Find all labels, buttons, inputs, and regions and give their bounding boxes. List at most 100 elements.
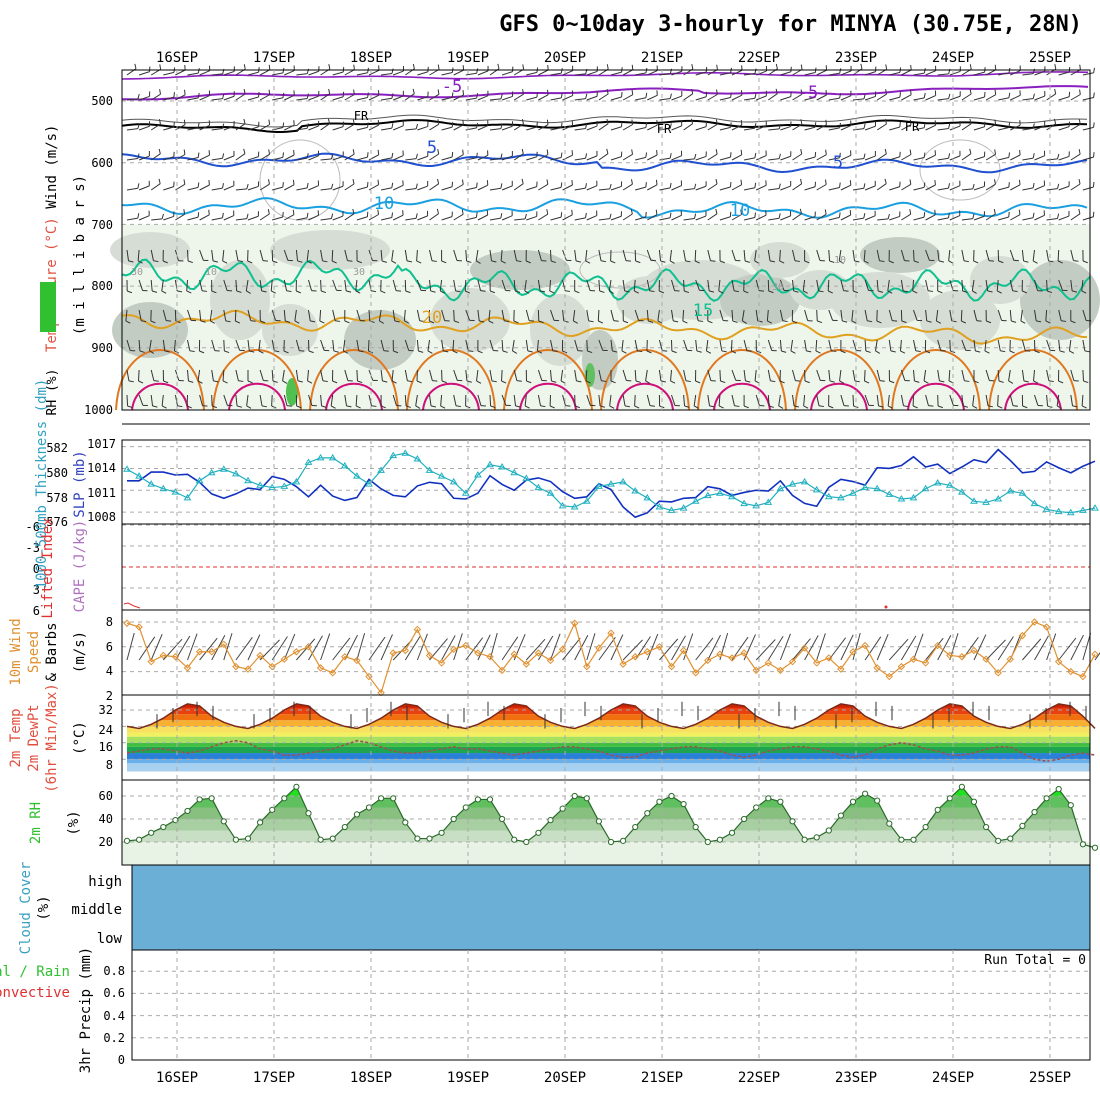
wind-barb xyxy=(1046,339,1051,351)
thickness-point xyxy=(304,458,313,465)
wind-barb-flag xyxy=(669,123,672,129)
wind10-series-line xyxy=(126,621,1096,694)
wind-barb xyxy=(223,394,228,406)
wind-barb xyxy=(719,369,721,382)
wind-barb-flag xyxy=(377,179,380,185)
wind-barb xyxy=(235,279,238,292)
wind10-point xyxy=(764,659,773,667)
wind-barb-flag xyxy=(1070,320,1076,324)
wind-barb-flag xyxy=(694,153,697,159)
wind-barb xyxy=(489,249,493,261)
date-label-bottom: 20SEP xyxy=(544,1070,586,1086)
wind-barb-flag xyxy=(236,290,242,293)
wind-barb xyxy=(622,124,633,131)
wind-barb-flag xyxy=(901,320,907,324)
thickness-point xyxy=(1091,504,1099,511)
wind-barb xyxy=(670,369,672,382)
wind-barb xyxy=(537,369,543,381)
wind10-point xyxy=(256,651,264,660)
wind-barb xyxy=(1022,127,1034,131)
wind-barb-flag xyxy=(427,350,433,354)
thickness-point xyxy=(280,482,289,489)
wind-barb-flag xyxy=(767,320,773,324)
wind-barb-flag xyxy=(720,380,726,384)
wind-barb xyxy=(1082,156,1094,161)
wind-barb-flag xyxy=(928,290,934,292)
wind-barb-flag xyxy=(137,93,140,99)
wind-barb xyxy=(744,97,756,101)
rh-point xyxy=(402,819,409,826)
wind-barb xyxy=(441,126,453,131)
wind-barb xyxy=(937,217,949,221)
wind-barb xyxy=(1070,94,1081,101)
rh-point xyxy=(353,811,360,818)
wind10-point xyxy=(486,653,494,661)
wind-barb xyxy=(816,279,820,291)
wind-barb xyxy=(1058,309,1062,321)
precip-tick-0: 0 xyxy=(118,1053,125,1067)
wind-barb xyxy=(187,369,189,382)
wind-barb xyxy=(1058,279,1063,291)
wind-barb xyxy=(1034,279,1039,291)
contour-25 xyxy=(600,349,690,411)
wind-barb xyxy=(1046,217,1058,221)
wind-barb-flag xyxy=(613,320,619,322)
wind-barb-flag xyxy=(768,405,774,408)
wind-barb xyxy=(199,309,202,321)
wind-barb-flag xyxy=(552,350,558,353)
wind-barb-flag xyxy=(740,149,743,155)
wind-barb-flag xyxy=(715,149,718,155)
wind-barb xyxy=(306,249,309,261)
wind-barb xyxy=(876,279,879,292)
wind-barb-flag xyxy=(272,260,278,264)
wind-barb xyxy=(755,309,759,321)
wind-barb xyxy=(913,309,918,321)
wind10-point xyxy=(909,655,918,663)
wind10-point xyxy=(1006,655,1015,663)
wind-barb-flag xyxy=(466,380,472,383)
wind-barb-flag xyxy=(599,405,606,408)
panel-frame-precip xyxy=(131,949,1091,1061)
wind-barb xyxy=(719,309,724,321)
wind-barb xyxy=(694,249,697,262)
wind-barb-flag xyxy=(468,350,474,352)
rh-point xyxy=(196,796,203,803)
wind-barb xyxy=(537,249,542,261)
wind-barb-flag xyxy=(571,209,573,215)
wind-barb-flag xyxy=(879,260,885,263)
wind-barb-flag xyxy=(292,179,295,185)
slp-right-tick-1011: 1011 xyxy=(87,486,116,500)
wind-barb-flag xyxy=(210,320,216,324)
wind-barb-flag xyxy=(200,320,206,323)
wind-barb-flag xyxy=(476,68,479,74)
wind-barb-flag xyxy=(491,380,497,383)
wind-barb xyxy=(392,155,404,161)
wind-barb xyxy=(246,394,249,406)
wind-barb xyxy=(199,154,210,161)
rh-point xyxy=(789,818,796,825)
slp-series-line xyxy=(127,448,1096,519)
wind-barb-flag xyxy=(377,209,380,215)
wind-barb xyxy=(840,95,852,101)
wind-barb xyxy=(453,154,464,161)
wind-barb xyxy=(308,185,319,191)
thickness-point xyxy=(522,474,531,481)
wind-barb-flag xyxy=(1058,380,1064,384)
thickness-point xyxy=(631,487,640,494)
wind-barb xyxy=(550,249,552,262)
wind-barb xyxy=(816,154,827,161)
wind-barb xyxy=(1034,70,1046,76)
wind-barb xyxy=(574,217,586,221)
wind-barb-flag xyxy=(307,380,313,384)
temp-band xyxy=(127,732,1090,737)
rh-point xyxy=(499,815,506,823)
wind-barb xyxy=(489,157,501,161)
wind-barb xyxy=(404,369,408,381)
upper-ylabel: RH (%) Temperature (°C) Wind (m/s) xyxy=(44,125,60,416)
thickness-point xyxy=(607,480,615,487)
wind-barb xyxy=(550,127,562,131)
wind-barb xyxy=(707,249,711,261)
wind-barb xyxy=(973,96,985,101)
wind-barb-flag xyxy=(159,64,162,70)
wind10-point xyxy=(982,655,990,663)
